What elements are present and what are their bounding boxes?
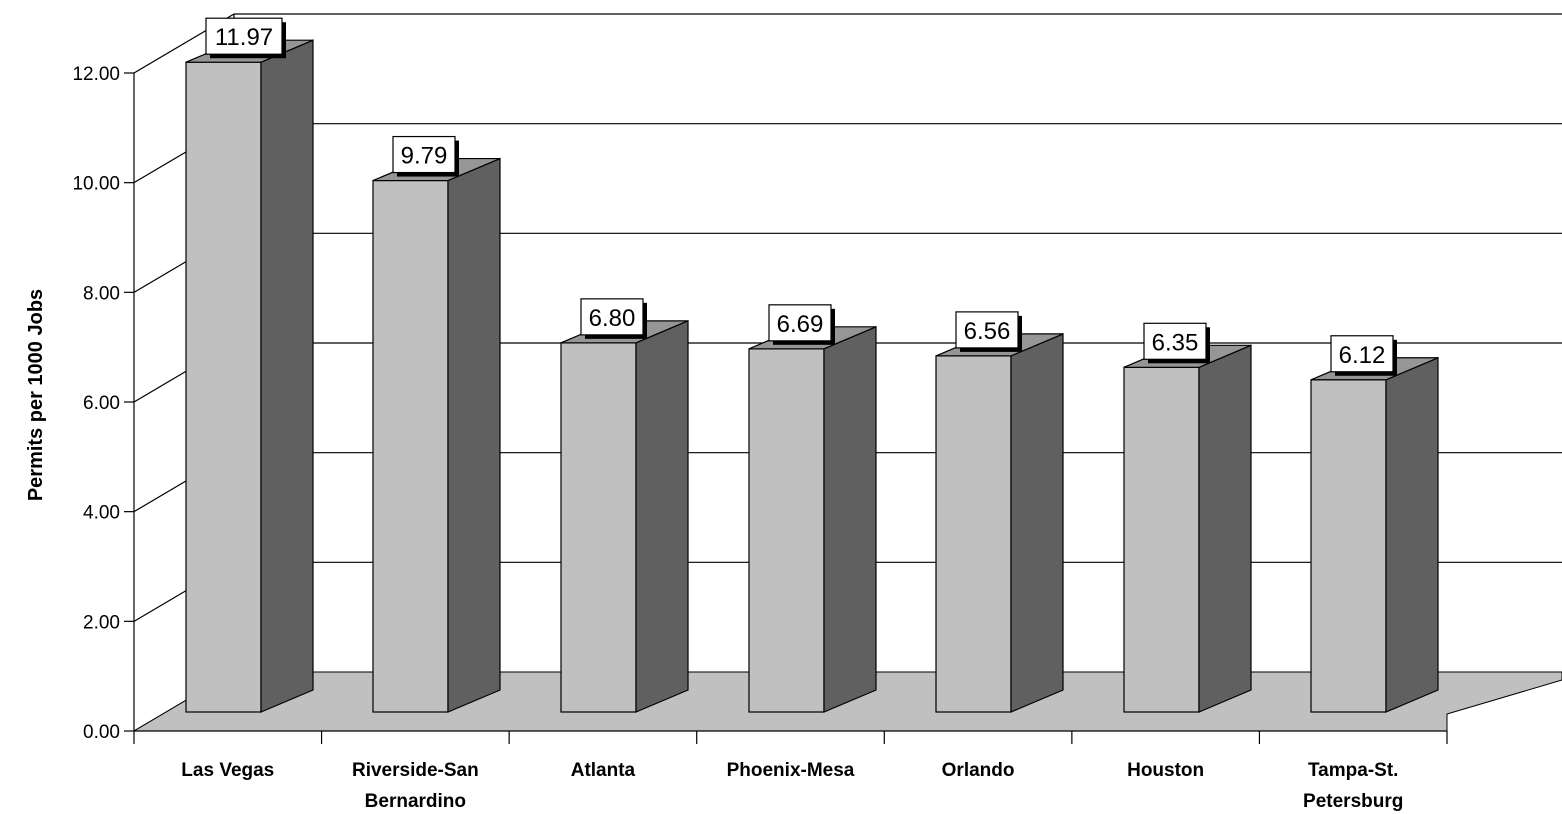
x-tick-label: Atlanta bbox=[571, 760, 636, 781]
y-tick-label: 0.00 bbox=[83, 722, 120, 743]
data-label-text: 6.80 bbox=[589, 305, 636, 332]
bar-side bbox=[1386, 358, 1438, 712]
data-label: 6.12 bbox=[1331, 336, 1397, 376]
x-tick-label: Orlando bbox=[942, 760, 1015, 781]
bar-side bbox=[261, 40, 313, 712]
bar bbox=[561, 321, 688, 712]
y-tick-label: 6.00 bbox=[83, 393, 120, 414]
x-tick-label: Bernardino bbox=[365, 791, 466, 812]
bar-side bbox=[1011, 334, 1063, 712]
data-label: 6.56 bbox=[956, 312, 1022, 352]
bar bbox=[749, 327, 876, 712]
bar bbox=[936, 334, 1063, 712]
y-tick-label: 10.00 bbox=[72, 174, 120, 195]
bar bbox=[186, 40, 313, 712]
bar-side bbox=[1199, 345, 1251, 712]
data-label-text: 6.69 bbox=[777, 311, 824, 338]
bars bbox=[186, 40, 1438, 712]
data-label: 6.80 bbox=[581, 299, 647, 339]
bar-front bbox=[936, 356, 1011, 712]
bar-front bbox=[561, 343, 636, 712]
bar-front bbox=[1311, 380, 1386, 712]
data-label: 11.97 bbox=[206, 18, 286, 58]
y-tick-label: 2.00 bbox=[83, 612, 120, 633]
data-label-text: 11.97 bbox=[215, 24, 273, 51]
y-tick-label: 12.00 bbox=[72, 64, 120, 85]
data-label: 6.69 bbox=[769, 305, 835, 345]
bar-side bbox=[448, 159, 500, 712]
bar bbox=[1124, 345, 1251, 712]
y-axis-title: Permits per 1000 Jobs bbox=[25, 289, 47, 501]
x-tick-label: Riverside-San bbox=[352, 760, 479, 781]
x-tick-label: Tampa-St. bbox=[1308, 760, 1398, 781]
x-tick-label: Las Vegas bbox=[181, 760, 274, 781]
bar-side bbox=[824, 327, 876, 712]
data-label-text: 6.35 bbox=[1152, 329, 1199, 356]
y-tick-label: 4.00 bbox=[83, 503, 120, 524]
x-tick-label: Phoenix-Mesa bbox=[727, 760, 855, 781]
data-label: 9.79 bbox=[393, 137, 459, 177]
data-label-text: 6.12 bbox=[1339, 342, 1386, 369]
bar bbox=[1311, 358, 1438, 712]
data-label-text: 6.56 bbox=[964, 318, 1011, 345]
bar-front bbox=[1124, 367, 1199, 712]
data-label: 6.35 bbox=[1144, 323, 1210, 363]
bar-front bbox=[373, 181, 448, 712]
x-tick-label: Petersburg bbox=[1303, 791, 1403, 812]
y-tick-label: 8.00 bbox=[83, 283, 120, 304]
data-label-text: 9.79 bbox=[401, 143, 448, 170]
bar-side bbox=[636, 321, 688, 712]
bar bbox=[373, 159, 500, 712]
bar-front bbox=[186, 62, 261, 712]
bar-front bbox=[749, 349, 824, 712]
x-tick-label: Houston bbox=[1127, 760, 1204, 781]
